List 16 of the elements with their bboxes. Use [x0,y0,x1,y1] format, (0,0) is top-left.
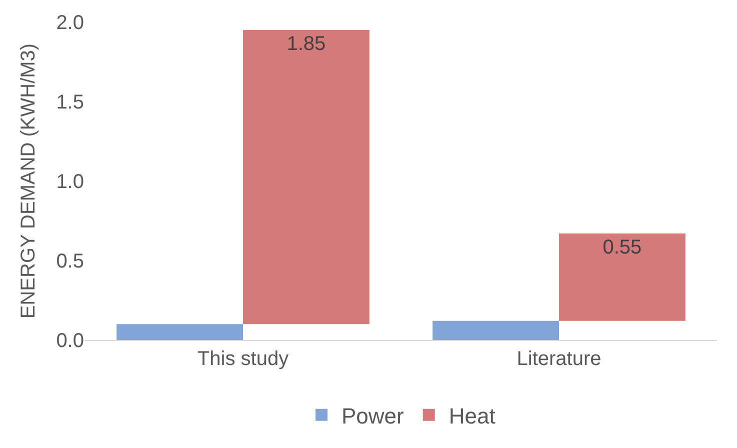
bar [116,324,243,340]
y-tick-label: 0.5 [56,250,84,272]
legend-label: Heat [448,403,496,428]
y-tick-label: 1.0 [56,171,84,193]
y-axis-title: ENERGY DEMAND (KWH/M3) [18,43,40,319]
y-tick-label: 0.0 [56,330,84,352]
legend-label: Power [342,403,404,428]
bar [432,320,559,340]
bar [559,233,686,321]
data-label: 0.55 [602,236,642,258]
y-tick-label: 2.0 [56,12,84,34]
x-tick-label: Literature [516,348,602,370]
bar [243,30,370,324]
data-label: 1.85 [286,32,326,55]
y-tick-label: 1.5 [56,92,84,114]
x-tick-label: This study [197,348,289,370]
